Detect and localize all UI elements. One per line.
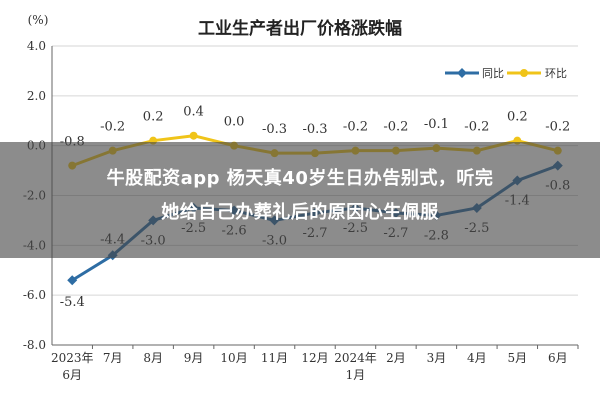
legend: 同比 环比 <box>445 67 567 80</box>
data-point-yoy <box>67 275 78 286</box>
legend-label-mom: 环比 <box>545 67 567 80</box>
x-tick-label: 11月 <box>261 351 288 365</box>
x-tick-label: 6月 <box>62 368 82 382</box>
data-label-mom: -0.2 <box>464 120 489 135</box>
data-label-mom: 0.4 <box>183 105 204 120</box>
legend-marker-mom <box>520 69 528 77</box>
x-tick-label: 4月 <box>467 351 487 365</box>
data-label-mom: 0.2 <box>143 110 164 125</box>
y-tick-label: -8.0 <box>23 338 46 352</box>
y-tick-label: 4.0 <box>27 39 46 53</box>
x-tick-label: 1月 <box>346 368 366 382</box>
x-tick-label: 9月 <box>184 351 204 365</box>
x-tick-label: 10月 <box>220 351 247 365</box>
data-label-mom: 0.2 <box>507 110 528 125</box>
y-tick-label: -6.0 <box>23 288 46 302</box>
y-axis-unit: (%) <box>28 13 49 27</box>
headline-overlay-band <box>0 142 600 258</box>
data-label-mom: -0.3 <box>262 122 287 137</box>
legend-marker-yoy <box>457 68 467 78</box>
x-tick-label: 7月 <box>103 351 123 365</box>
x-tick-label: 2023年 <box>51 351 94 365</box>
data-point-mom <box>189 131 198 140</box>
data-label-mom: -0.3 <box>302 122 327 137</box>
x-tick-label: 2024年 <box>334 351 377 365</box>
data-label-mom: -0.2 <box>545 120 570 135</box>
headline-line-2[interactable]: 她给自己办葬礼后的原因心生佩服 <box>161 202 439 223</box>
x-tick-label: 12月 <box>301 351 328 365</box>
x-tick-label: 3月 <box>427 351 447 365</box>
x-tick-label: 5月 <box>507 351 527 365</box>
data-label-yoy: -5.4 <box>60 295 85 310</box>
y-tick-label: 2.0 <box>27 89 46 103</box>
data-label-mom: -0.2 <box>100 120 125 135</box>
data-label-mom: -0.2 <box>383 120 408 135</box>
chart-title: 工业生产者出厂价格涨跌幅 <box>198 18 402 39</box>
data-label-mom: -0.2 <box>343 120 368 135</box>
x-tick-label: 6月 <box>548 351 568 365</box>
x-tick-label: 2月 <box>386 351 406 365</box>
headline-line-1[interactable]: 牛股配资app 杨天真40岁生日办告别式，听完 <box>106 168 494 189</box>
data-label-mom: -0.1 <box>424 117 449 132</box>
x-tick-label: 8月 <box>143 351 163 365</box>
legend-label-yoy: 同比 <box>482 67 504 80</box>
data-label-mom: 0.0 <box>224 115 245 130</box>
headline-overlay[interactable]: 牛股配资app 杨天真40岁生日办告别式，听完 她给自己办葬礼后的原因心生佩服 <box>0 162 600 230</box>
